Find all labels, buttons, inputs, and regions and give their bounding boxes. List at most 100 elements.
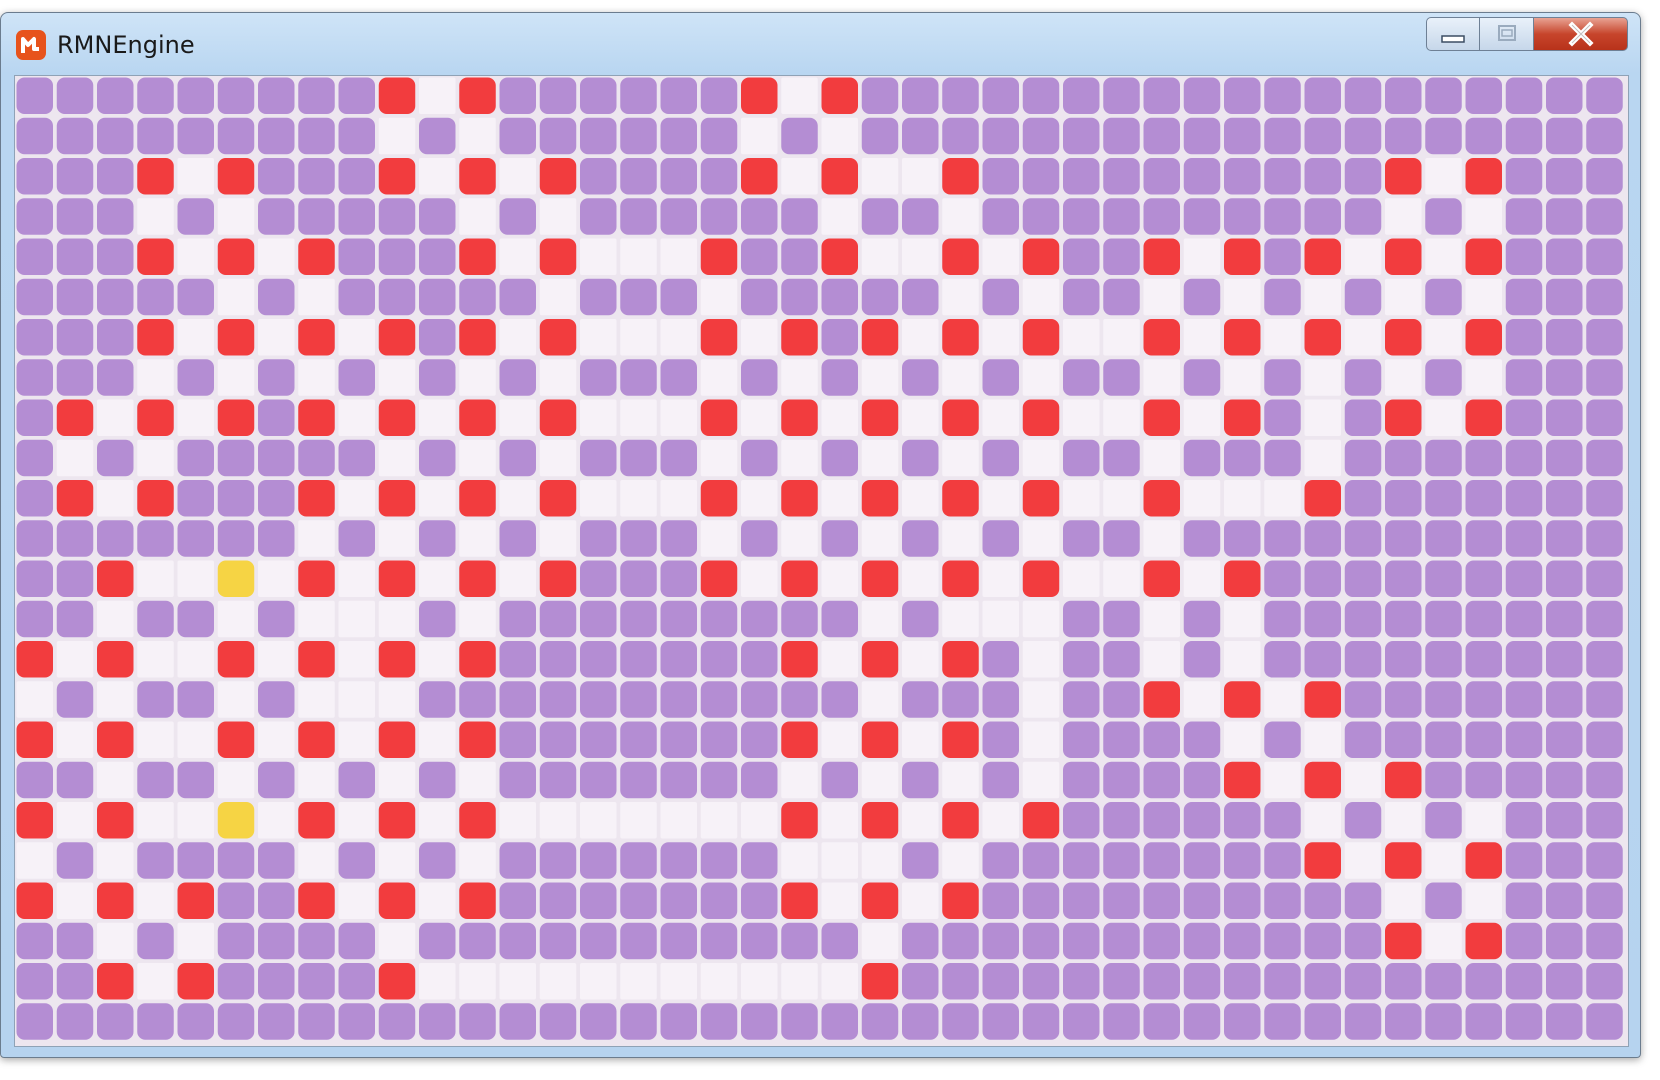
floor-tile — [16, 681, 53, 718]
wall-tile — [1183, 641, 1221, 678]
enemy-tile — [942, 158, 979, 195]
wall-tile — [338, 922, 375, 960]
wall-tile — [1143, 77, 1180, 114]
minimize-button[interactable] — [1426, 17, 1480, 51]
floor-tile — [298, 842, 335, 879]
wall-tile — [1586, 560, 1623, 597]
maximize-button[interactable] — [1480, 17, 1534, 51]
wall-tile — [56, 158, 94, 195]
floor-tile — [660, 802, 697, 839]
floor-tile — [1304, 802, 1341, 839]
wall-tile — [97, 77, 134, 114]
floor-tile — [902, 641, 939, 678]
wall-tile — [1103, 278, 1140, 316]
wall-tile — [1425, 681, 1462, 718]
wall-tile — [1344, 600, 1382, 638]
wall-tile — [781, 600, 818, 638]
enemy-tile — [378, 641, 416, 678]
wall-tile — [580, 681, 617, 718]
floor-tile — [781, 359, 818, 396]
floor-tile — [1425, 399, 1462, 436]
wall-tile — [1586, 117, 1623, 155]
wall-tile — [258, 117, 295, 155]
wall-tile — [177, 117, 214, 155]
wall-tile — [902, 842, 939, 879]
floor-tile — [298, 520, 335, 557]
wall-tile — [539, 1003, 577, 1040]
wall-tile — [338, 963, 375, 1000]
wall-tile — [1505, 721, 1543, 758]
wall-tile — [1264, 600, 1301, 638]
wall-tile — [861, 117, 899, 155]
wall-tile — [942, 681, 979, 718]
wall-tile — [781, 278, 818, 316]
enemy-tile — [1143, 238, 1180, 275]
wall-tile — [1264, 882, 1301, 919]
floor-tile — [1022, 681, 1060, 718]
wall-tile — [1183, 761, 1221, 799]
wall-tile — [1546, 77, 1583, 114]
floor-tile — [419, 560, 456, 597]
wall-tile — [821, 520, 858, 557]
wall-tile — [821, 1003, 858, 1040]
wall-tile — [499, 641, 536, 678]
floor-tile — [177, 802, 214, 839]
wall-tile — [1505, 922, 1543, 960]
wall-tile — [499, 600, 536, 638]
floor-tile — [861, 922, 899, 960]
floor-tile — [1103, 560, 1140, 597]
wall-tile — [1063, 842, 1100, 879]
wall-tile — [1264, 802, 1301, 839]
wall-tile — [620, 600, 657, 638]
enemy-tile — [539, 158, 577, 195]
wall-tile — [1344, 1003, 1382, 1040]
wall-tile — [1143, 158, 1180, 195]
wall-tile — [1103, 882, 1140, 919]
wall-tile — [620, 1003, 657, 1040]
close-button[interactable] — [1534, 17, 1628, 51]
floor-tile — [1224, 600, 1261, 638]
wall-tile — [942, 77, 979, 114]
wall-tile — [419, 439, 456, 477]
floor-tile — [258, 721, 295, 758]
wall-tile — [298, 1003, 335, 1040]
wall-tile — [1304, 882, 1341, 919]
wall-tile — [741, 1003, 778, 1040]
wall-tile — [1505, 600, 1543, 638]
wall-tile — [1063, 641, 1100, 678]
enemy-tile — [137, 238, 174, 275]
wall-tile — [16, 399, 53, 436]
wall-tile — [1425, 77, 1462, 114]
wall-tile — [1304, 560, 1341, 597]
enemy-tile — [1304, 842, 1341, 879]
wall-tile — [1063, 1003, 1100, 1040]
wall-tile — [902, 600, 939, 638]
floor-tile — [781, 439, 818, 477]
wall-tile — [1304, 963, 1341, 1000]
floor-tile — [499, 480, 536, 517]
wall-tile — [861, 77, 899, 114]
wall-tile — [620, 721, 657, 758]
wall-tile — [1304, 641, 1341, 678]
wall-tile — [1344, 802, 1382, 839]
wall-tile — [1304, 158, 1341, 195]
floor-tile — [741, 319, 778, 356]
floor-tile — [902, 399, 939, 436]
floor-tile — [700, 439, 738, 477]
wall-tile — [419, 922, 456, 960]
wall-tile — [16, 158, 53, 195]
wall-tile — [177, 600, 214, 638]
floor-tile — [1304, 439, 1341, 477]
wall-tile — [942, 922, 979, 960]
wall-tile — [1022, 842, 1060, 879]
wall-tile — [1063, 158, 1100, 195]
enemy-tile — [1304, 681, 1341, 718]
wall-tile — [16, 600, 53, 638]
floor-tile — [258, 641, 295, 678]
wall-tile — [97, 319, 134, 356]
wall-tile — [902, 439, 939, 477]
enemy-tile — [1304, 238, 1341, 275]
floor-tile — [499, 963, 536, 1000]
wall-tile — [1224, 198, 1261, 235]
wall-tile — [258, 278, 295, 316]
